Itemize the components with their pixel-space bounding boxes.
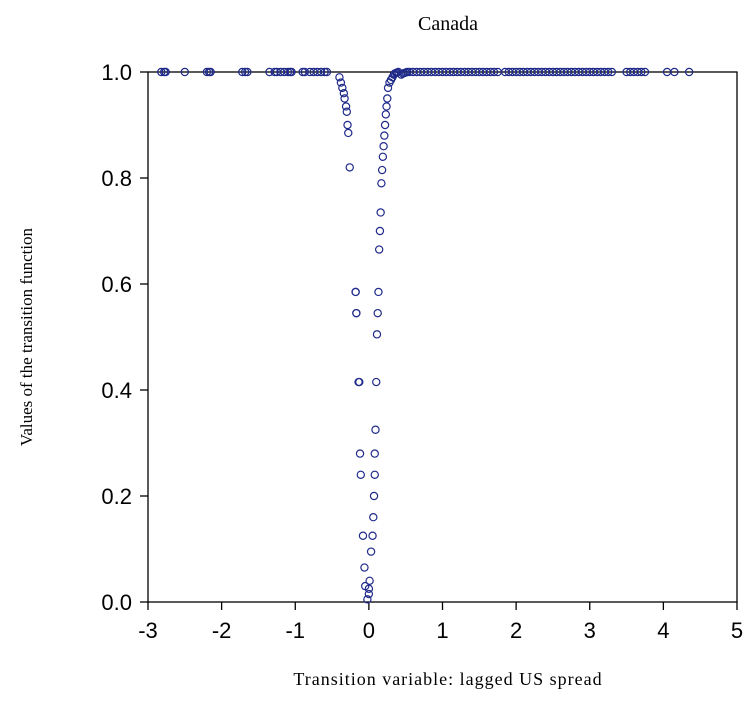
data-point [364, 584, 374, 593]
data-point [355, 449, 365, 458]
data-point [370, 470, 379, 479]
plot-frame [147, 71, 738, 603]
data-point [316, 67, 326, 77]
data-point [377, 179, 386, 188]
data-point [670, 67, 679, 77]
data-point [374, 287, 383, 297]
x-tick-label: -1 [285, 618, 305, 643]
data-point [373, 308, 382, 318]
data-point [342, 107, 351, 116]
data-point [369, 513, 378, 522]
data-point [369, 491, 379, 501]
y-tick-label: 0.0 [101, 590, 132, 615]
data-point [370, 449, 379, 458]
data-point [394, 67, 403, 77]
data-point [287, 67, 296, 77]
data-point [366, 547, 376, 556]
x-tick-label: 2 [510, 618, 522, 643]
data-point [270, 67, 279, 77]
x-tick-label: 0 [363, 618, 375, 643]
data-point [379, 141, 388, 151]
data-point [341, 102, 351, 111]
y-axis-label: Values of the transition function [17, 227, 36, 446]
x-axis: -3 -2 -1 0 1 2 3 4 5 [138, 602, 743, 643]
data-point [157, 67, 166, 77]
data-point [335, 73, 344, 82]
data-point [363, 595, 372, 604]
data-point [206, 67, 215, 77]
data-point [355, 377, 364, 387]
x-tick-label: -2 [212, 618, 232, 643]
x-tick-label: 4 [657, 618, 669, 643]
data-point [382, 102, 391, 111]
data-point [202, 67, 212, 77]
y-tick-label: 1.0 [101, 60, 132, 85]
data-point [358, 531, 368, 540]
data-point [375, 226, 385, 236]
data-point [365, 576, 374, 586]
data-point [344, 128, 353, 138]
data-point [368, 531, 377, 540]
chart-title: Canada [418, 13, 478, 35]
data-point [381, 110, 391, 119]
data-point [364, 589, 374, 599]
data-points [157, 67, 694, 604]
data-point [374, 245, 384, 254]
data-point [371, 425, 380, 434]
data-point [380, 120, 390, 130]
x-tick-label: -3 [138, 618, 158, 643]
x-tick-label: 3 [584, 618, 596, 643]
data-point [339, 88, 349, 98]
data-point [380, 131, 389, 140]
data-point [376, 208, 385, 217]
x-tick-label: 1 [436, 618, 448, 643]
data-point [240, 67, 250, 77]
data-point [338, 83, 347, 93]
y-tick-label: 0.6 [101, 272, 132, 297]
data-point [640, 67, 650, 77]
data-point [345, 163, 354, 172]
plot-area [147, 71, 738, 603]
data-point [684, 67, 694, 77]
data-point [637, 67, 646, 77]
data-point [607, 67, 617, 77]
y-axis: 0.0 0.2 0.4 0.6 0.8 1.0 [101, 60, 148, 615]
data-point [356, 470, 365, 479]
data-point [383, 83, 393, 93]
data-point [360, 563, 369, 572]
data-point [603, 67, 613, 77]
data-point [322, 67, 332, 77]
data-point [383, 94, 392, 103]
y-tick-label: 0.8 [101, 166, 132, 191]
data-point [352, 308, 361, 318]
data-point [283, 67, 293, 77]
data-point [343, 120, 352, 130]
data-point [489, 67, 499, 77]
data-point [161, 67, 170, 77]
data-point [351, 287, 360, 297]
data-point [340, 94, 349, 103]
y-tick-label: 0.4 [101, 378, 132, 403]
x-tick-label: 5 [731, 618, 743, 643]
data-point [243, 67, 252, 77]
data-point [372, 330, 382, 339]
y-tick-label: 0.2 [101, 484, 132, 509]
data-point [377, 165, 387, 175]
x-axis-label: Transition variable: lagged US spread [293, 669, 602, 689]
data-point [238, 67, 247, 77]
data-point [378, 152, 388, 161]
data-point [320, 67, 329, 77]
data-point [402, 67, 412, 77]
data-point [336, 78, 346, 87]
data-point [180, 67, 190, 77]
data-point [300, 67, 310, 77]
data-point [372, 377, 381, 387]
